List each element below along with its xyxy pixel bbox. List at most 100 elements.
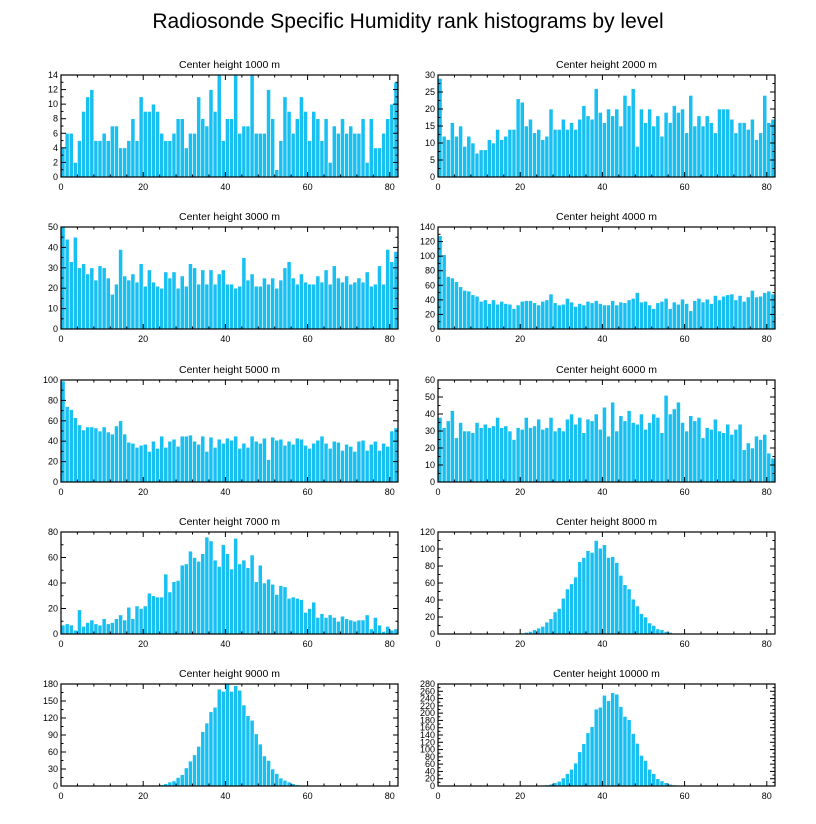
histogram-bar: [725, 294, 731, 330]
histogram-bar: [556, 780, 562, 787]
histogram-bar: [348, 445, 354, 483]
histogram-bar: [708, 122, 714, 178]
histogram-bar: [643, 428, 648, 483]
histogram-bar: [323, 442, 329, 483]
histogram-bar: [225, 437, 230, 483]
histogram-bar: [253, 285, 259, 330]
histogram-bar: [270, 277, 276, 330]
histogram-bar: [134, 447, 140, 483]
histogram-bar: [762, 434, 768, 483]
histogram-bar: [110, 622, 115, 635]
histogram-bar: [548, 618, 554, 635]
histogram-bar: [266, 459, 271, 483]
histogram-bar: [253, 581, 259, 635]
histogram-bar: [220, 544, 226, 635]
histogram-bar: [81, 429, 86, 483]
histogram-bar: [462, 290, 468, 330]
histogram-bar: [729, 118, 735, 178]
y-tick-label: 100: [420, 745, 435, 755]
histogram-bar: [758, 295, 763, 330]
histogram-bar: [331, 440, 337, 483]
y-tick-label: 60: [425, 375, 435, 385]
histogram-bar: [524, 125, 529, 178]
histogram-bar: [327, 614, 333, 635]
histogram-bar: [237, 689, 243, 787]
histogram-bar: [450, 410, 455, 483]
y-tick-label: 0: [430, 629, 435, 639]
histogram-bar: [519, 428, 525, 483]
histogram-bar: [352, 451, 358, 483]
histogram-bar: [200, 731, 206, 787]
y-tick-label: 180: [420, 715, 435, 725]
x-tick-label: 20: [515, 791, 525, 801]
histogram-bar: [573, 576, 579, 635]
histogram-bar: [352, 132, 358, 178]
histogram-bar: [713, 418, 718, 483]
histogram-bar: [262, 582, 267, 635]
histogram-bar: [270, 436, 276, 483]
histogram-bar: [85, 426, 91, 483]
y-tick-label: 260: [420, 686, 435, 696]
histogram-bar: [606, 435, 611, 483]
histogram-bar: [663, 112, 669, 178]
histogram-bar: [356, 619, 362, 635]
histogram-bar: [385, 445, 391, 483]
y-tick-label: 30: [48, 263, 58, 273]
histogram-bar: [766, 290, 772, 330]
histogram-bar: [93, 140, 99, 178]
histogram-bar: [540, 428, 546, 483]
histogram-bar: [725, 108, 731, 178]
histogram-bar: [606, 108, 611, 178]
histogram-bar: [610, 556, 616, 635]
y-tick-label: 40: [425, 595, 435, 605]
histogram-bar: [319, 613, 325, 635]
histogram-bar: [454, 281, 459, 330]
histogram-bar: [597, 707, 603, 787]
histogram-bar: [126, 606, 132, 635]
y-tick-label: 80: [425, 752, 435, 762]
histogram-bar: [142, 605, 148, 635]
histogram-bar: [729, 434, 735, 483]
histogram-bar: [647, 304, 653, 330]
histogram-bar: [208, 89, 214, 178]
y-tick-label: 40: [425, 409, 435, 419]
histogram-bar: [507, 430, 513, 483]
histogram-bar: [614, 693, 620, 787]
histogram-bar: [700, 437, 706, 483]
histogram-bar: [208, 436, 214, 483]
histogram-bar: [560, 777, 566, 787]
histogram-bar: [89, 267, 95, 330]
histogram-bar: [151, 281, 156, 330]
histogram-bar: [196, 561, 202, 635]
y-tick-label: 100: [420, 251, 435, 261]
y-tick-label: 0: [53, 324, 58, 334]
x-tick-label: 20: [515, 639, 525, 649]
histogram-bar: [344, 618, 349, 635]
histogram-bar: [315, 118, 321, 178]
histogram-bar: [118, 420, 123, 483]
histogram-bar: [381, 283, 386, 330]
histogram-bar: [618, 706, 624, 787]
histogram-bar: [163, 140, 169, 178]
histogram-bar: [602, 304, 607, 330]
histogram-bar: [241, 559, 247, 635]
x-tick-label: 60: [680, 639, 690, 649]
histogram-bar: [179, 435, 185, 483]
histogram-panel-5: Center height 5000 m 0 20 40 60 80 0 20 40 60 80 10…: [43, 364, 399, 497]
x-tick-label: 80: [762, 639, 772, 649]
histogram-bar: [610, 300, 616, 330]
histogram-bar: [245, 125, 251, 178]
histogram-bar: [336, 277, 341, 330]
histogram-bar: [503, 425, 509, 483]
histogram-bar: [208, 711, 214, 787]
histogram-panel-1: Center height 1000 m 0 20 40 60 80 0 2 4 6 8 10 12 14: [48, 59, 399, 192]
histogram-bar: [692, 300, 698, 330]
histogram-bar: [97, 430, 103, 483]
histogram-bar: [188, 132, 193, 178]
x-tick-label: 0: [435, 487, 440, 497]
histogram-bar: [671, 408, 677, 483]
histogram-bar: [659, 629, 665, 635]
y-tick-label: 25: [425, 87, 435, 97]
histogram-bar: [499, 301, 505, 330]
histogram-bar: [647, 768, 653, 787]
